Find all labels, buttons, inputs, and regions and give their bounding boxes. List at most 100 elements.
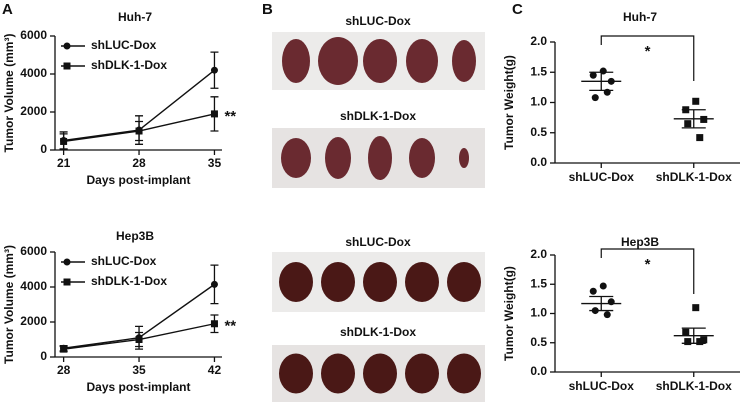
x-tick-label: shDLK-1-Dox	[656, 379, 732, 393]
y-tick-label: 6000	[20, 28, 47, 42]
tumor	[363, 39, 397, 83]
y-tick-label: 4000	[20, 66, 47, 80]
x-tick-label: 35	[208, 156, 222, 170]
tumor	[459, 148, 469, 168]
y-tick-label: 4000	[20, 279, 47, 293]
annotation: **	[224, 318, 236, 335]
marker	[60, 345, 68, 353]
marker	[700, 336, 708, 344]
y-tick-label: 2.0	[530, 34, 547, 48]
marker	[135, 336, 143, 343]
panel-label: B	[262, 1, 273, 18]
tumor	[405, 262, 439, 302]
x-tick-label: 21	[57, 156, 71, 170]
tumor	[325, 137, 351, 179]
tumor	[368, 136, 392, 180]
tumor	[406, 39, 438, 83]
tumor	[321, 262, 355, 302]
marker	[210, 66, 218, 74]
marker	[589, 71, 597, 79]
x-tick-label: 28	[57, 363, 71, 377]
y-tick-label: 2.0	[530, 247, 547, 261]
tumor	[281, 138, 311, 178]
sem-bar	[589, 71, 614, 92]
photo-label: shLUC-Dox	[345, 14, 411, 28]
tumor	[282, 39, 310, 83]
chart-title: Hep3B	[116, 229, 154, 243]
x-axis-label: Days post-implant	[86, 173, 190, 187]
sem-bar	[589, 295, 614, 312]
marker	[692, 304, 700, 312]
tumor	[363, 353, 397, 394]
y-tick-label: 2000	[20, 104, 47, 118]
marker	[684, 338, 692, 346]
y-axis-label: Tumor Volume (mm³)	[2, 34, 16, 153]
tumor	[409, 138, 435, 178]
y-tick-label: 1.5	[530, 276, 547, 290]
legend-label: shDLK-1-Dox	[91, 58, 167, 72]
tumor	[452, 40, 476, 82]
x-axis-label: Days post-implant	[86, 380, 190, 394]
photo-label: shDLK-1-Dox	[340, 109, 416, 123]
marker	[591, 94, 599, 102]
tumor	[279, 353, 313, 394]
y-axis-label: Tumor Volume (mm³)	[2, 245, 16, 364]
tumor	[279, 262, 313, 302]
y-tick-label: 0.0	[530, 364, 547, 378]
marker	[682, 328, 690, 336]
x-tick-label: shDLK-1-Dox	[656, 170, 732, 184]
marker	[603, 311, 611, 319]
significance-bracket	[600, 35, 695, 81]
tumor	[447, 262, 481, 302]
y-axis-label: Tumor Weight(g)	[502, 266, 516, 361]
y-tick-label: 0.0	[530, 155, 547, 169]
x-tick-label: shLUC-Dox	[569, 379, 635, 393]
chart-title: Huh-7	[118, 10, 152, 24]
tumor	[363, 262, 397, 302]
chart-title: Huh-7	[623, 10, 657, 24]
tumor	[321, 353, 355, 394]
marker	[210, 320, 218, 328]
y-tick-label: 0.5	[530, 335, 547, 349]
marker	[696, 338, 704, 346]
tumor	[318, 37, 358, 85]
photo-label: shDLK-1-Dox	[340, 325, 416, 339]
legend-marker	[63, 62, 71, 70]
significance-bracket	[600, 248, 695, 294]
marker	[589, 287, 597, 295]
sem-bar	[681, 327, 706, 344]
marker	[210, 280, 218, 288]
tumor	[447, 353, 481, 394]
legend-label: shLUC-Dox	[91, 254, 157, 268]
tumor	[405, 353, 439, 394]
y-tick-label: 1.0	[530, 306, 547, 320]
marker	[599, 282, 607, 290]
y-tick-label: 2000	[20, 314, 47, 328]
panel-label: C	[512, 1, 523, 18]
legend-marker	[63, 42, 71, 50]
marker	[210, 110, 218, 118]
annotation: **	[224, 108, 236, 125]
panel-label: A	[2, 1, 13, 18]
y-axis-label: Tumor Weight(g)	[502, 55, 516, 150]
marker	[135, 127, 143, 135]
marker	[696, 134, 704, 142]
x-tick-label: 42	[208, 363, 222, 377]
legend-label: shLUC-Dox	[91, 38, 157, 52]
y-tick-label: 0.5	[530, 125, 547, 139]
y-tick-label: 0	[40, 349, 47, 363]
legend-marker	[63, 278, 71, 286]
x-tick-label: 35	[132, 363, 146, 377]
y-tick-label: 1.0	[530, 95, 547, 109]
x-tick-label: shLUC-Dox	[569, 170, 635, 184]
annotation: *	[645, 43, 651, 60]
legend-label: shDLK-1-Dox	[91, 274, 167, 288]
chart-title: Hep3B	[621, 235, 659, 249]
marker	[692, 97, 700, 105]
legend-marker	[63, 258, 71, 266]
y-tick-label: 1.5	[530, 64, 547, 78]
marker	[684, 120, 692, 128]
annotation: *	[645, 256, 651, 273]
photo-label: shLUC-Dox	[345, 235, 411, 249]
